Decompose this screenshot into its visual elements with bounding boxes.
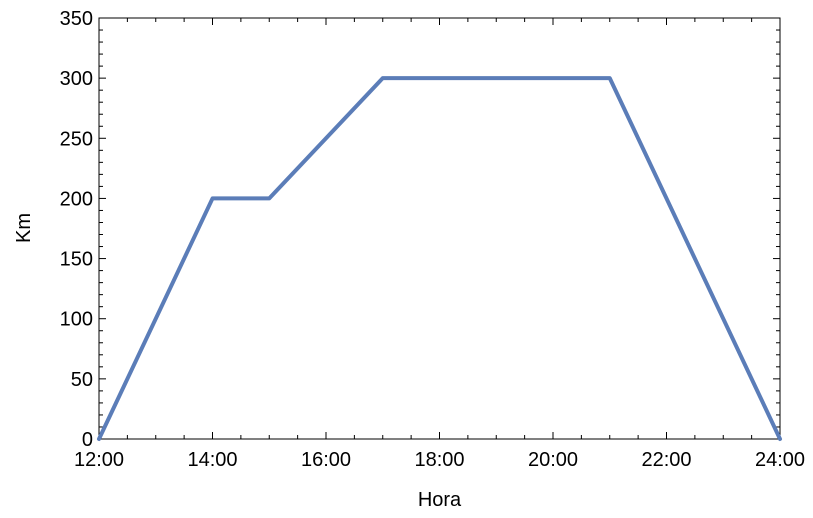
y-tick-label: 300 [60,68,93,90]
x-tick-labels: 12:00 14:00 16:00 18:00 20:00 22:00 24:00 [74,449,805,471]
y-tick-label: 150 [60,249,93,271]
x-tick-label: 14:00 [187,449,237,471]
x-tick-label: 16:00 [301,449,351,471]
x-axis-label: Hora [418,489,462,511]
plot-frame [98,17,781,440]
x-tick-label: 12:00 [74,449,124,471]
series-layer [97,76,782,441]
minor-ticks [99,18,780,439]
y-tick-label: 200 [60,188,93,210]
x-tick-label: 24:00 [755,449,805,471]
y-tick-label: 0 [82,429,93,451]
y-tick-labels: 0 50 100 150 200 250 300 350 [60,8,93,451]
y-tick-label: 50 [71,369,93,391]
major-ticks [98,17,781,440]
y-tick-label: 250 [60,128,93,150]
x-tick-label: 18:00 [414,449,464,471]
series-line [97,76,782,441]
y-tick-label: 350 [60,8,93,30]
y-tick-label: 100 [60,309,93,331]
y-axis-label: Km [13,213,35,243]
x-tick-label: 22:00 [641,449,691,471]
x-tick-label: 20:00 [528,449,578,471]
